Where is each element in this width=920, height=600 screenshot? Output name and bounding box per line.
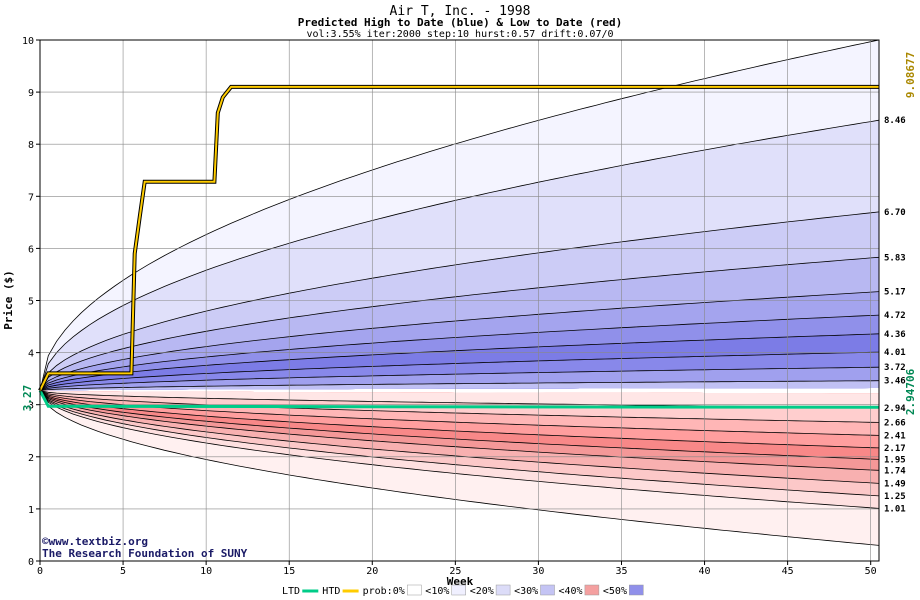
x-tick-label: 40 [699, 566, 711, 577]
x-tick-label: 20 [366, 566, 378, 577]
upper-band-line [39, 380, 880, 391]
band-end-label: 8.46 [884, 116, 906, 126]
y-tick-label: 0 [28, 557, 34, 568]
band-end-label: 1.95 [884, 455, 906, 465]
band-end-label: 4.36 [884, 330, 906, 340]
band-end-label: 2.94 [884, 404, 906, 414]
band-end-label: 2.66 [884, 418, 906, 428]
band-end-label: 6.70 [884, 208, 906, 218]
lower-band-line [39, 390, 880, 509]
y-tick-label: 8 [28, 140, 34, 151]
ltd-line [38, 389, 880, 409]
legend-swatch [451, 584, 466, 596]
probability-bands [39, 39, 880, 561]
band-end-label: 5.83 [884, 253, 906, 263]
lower-band-line [39, 390, 880, 436]
band-end-label: 1.01 [884, 504, 906, 514]
y-tick-label: 10 [22, 36, 34, 47]
upper-band-line [39, 39, 880, 391]
legend-label: <50% [603, 586, 627, 597]
legend-label: <40% [559, 586, 583, 597]
chart-subtitle: Predicted High to Date (blue) & Low to D… [298, 16, 623, 29]
lower-band-line [39, 390, 880, 546]
y-tick-label: 7 [28, 192, 34, 203]
lower-band-line [39, 390, 880, 471]
band-end-label: 2.17 [884, 444, 906, 454]
legend-label: <30% [514, 586, 538, 597]
legend-label: LTD [282, 586, 300, 597]
htd-line [39, 85, 879, 392]
band-end-label: 4.72 [884, 311, 906, 321]
legend-label: <10% [425, 586, 449, 597]
x-tick-label: 10 [200, 566, 212, 577]
lower-band-line [39, 390, 880, 484]
legend-swatch [629, 584, 644, 596]
band-end-label: 1.25 [884, 492, 906, 502]
upper-band-line [39, 366, 880, 391]
upper-band-line [39, 351, 880, 391]
legend-swatch [407, 584, 422, 596]
chart-params: vol:3.55% iter:2000 step:10 hurst:0.57 d… [306, 29, 613, 40]
y-tick-label: 4 [28, 349, 34, 360]
y-tick-label: 1 [28, 505, 34, 516]
credit-line-1: ©www.textbiz.org [42, 535, 148, 548]
x-tick-label: 5 [120, 566, 126, 577]
band-end-label: 1.74 [884, 466, 906, 476]
upper-band-line [39, 119, 880, 391]
y-tick-label: 9 [28, 88, 34, 99]
upper-band-line [39, 314, 880, 391]
x-tick-label: 0 [37, 566, 43, 577]
y-tick-label: 2 [28, 453, 34, 464]
legend-swatch [584, 584, 600, 596]
x-tick-label: 30 [532, 566, 544, 577]
y-tick-label: 5 [28, 297, 34, 308]
upper-band-line [39, 211, 880, 391]
chart-title: Air T, Inc. - 1998 [390, 4, 531, 19]
y-tick-label: 3 [28, 401, 34, 412]
x-tick-label: 35 [615, 566, 627, 577]
upper-band-area [40, 380, 879, 391]
band-end-label: 3.46 [884, 377, 906, 387]
x-tick-label: 25 [449, 566, 461, 577]
y-axis-title: Price ($) [2, 270, 15, 330]
legend-label: <20% [470, 586, 494, 597]
start-price-label: 3.27 [21, 385, 34, 412]
x-tick-label: 50 [865, 566, 877, 577]
end-labels: 8.46 6.70 5.83 5.17 4.72 4.36 4.01 3.72 3.46 2.94… [884, 116, 906, 514]
upper-band-line [39, 333, 880, 391]
band-end-label: 4.01 [884, 348, 906, 358]
band-end-label: 5.17 [884, 288, 906, 298]
upper-band-line [39, 256, 880, 391]
x-tick-label: 45 [782, 566, 794, 577]
low-to-date-label: 2.94706 [904, 368, 917, 415]
y-tick-label: 6 [28, 244, 34, 255]
legend-swatch [540, 584, 555, 596]
credit-line-2: The Research Foundation of SUNY [42, 547, 248, 560]
band-end-label: 1.49 [884, 479, 906, 489]
high-to-date-label: 9.08677 [904, 52, 917, 98]
lower-band-line [39, 390, 880, 460]
legend-swatch [495, 584, 511, 596]
x-tick-label: 15 [283, 566, 295, 577]
legend-label: prob:0% [363, 586, 405, 597]
lower-band-area [40, 390, 879, 408]
legend-label: HTD [322, 586, 340, 597]
series-lines [38, 84, 880, 409]
band-end-label: 3.72 [884, 363, 906, 373]
lower-band-line [39, 390, 880, 497]
lower-band-line [39, 390, 880, 423]
lower-band-line [39, 390, 880, 449]
band-end-label: 2.41 [884, 431, 906, 441]
legend: LTD HTD prob:0% <10% <20% <30% <40% <50% [282, 584, 644, 597]
